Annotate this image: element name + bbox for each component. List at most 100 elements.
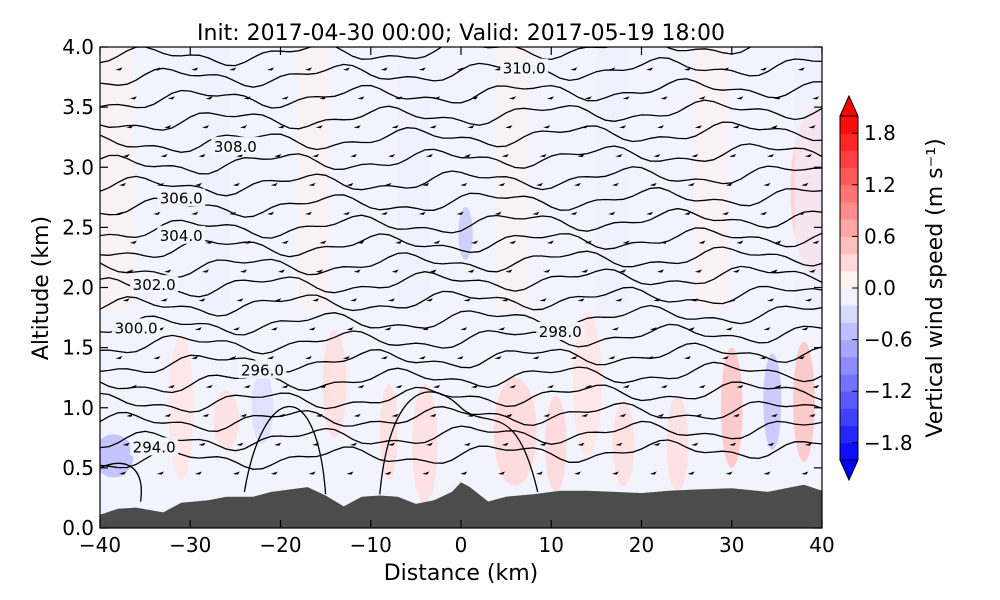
wind-arrow [577,298,585,302]
terrain-mask [100,482,822,528]
colorbar-segment [840,167,858,186]
x-tick-label: −10 [350,533,392,557]
wind-arrow [581,269,589,273]
wind-arrow [191,355,199,360]
wind-arrow [460,327,468,331]
contour-label: 310.0 [503,60,546,78]
wind-cell [379,383,398,480]
wind-arrow [463,442,471,446]
wind-arrow [126,269,134,273]
wind-arrow [194,182,202,186]
wind-arrow [573,182,581,186]
wind-arrow [346,182,354,186]
isentrope-line [100,265,822,298]
colorbar-segment [840,116,858,134]
isentrope-line [100,304,822,336]
y-tick-label: 1.0 [62,396,94,420]
wind-arrow [395,96,403,100]
wind-arrow [801,327,809,331]
wind-arrow [622,384,630,389]
wind-arrow [694,125,702,129]
wind-arrow [767,442,775,446]
contour-label-bg [157,188,206,207]
contour-label-bg [130,437,179,456]
wind-arrow [456,67,464,71]
wind-arrow [342,211,350,215]
wind-arrow [801,182,809,186]
wind-cell [572,311,602,456]
wind-arrow [115,211,123,215]
wind-arrow [229,355,237,360]
wind-arrow [122,442,130,446]
isentrope-line [100,420,822,452]
wind-arrow [570,67,578,71]
isentrope-line [100,323,822,355]
wind-arrow [570,355,578,360]
wind-arrow [239,413,247,417]
wind-arrow [608,211,616,215]
wind-arrow [653,298,661,302]
wind-arrow [656,125,664,129]
wind-arrow [539,442,547,446]
wind-arrow [270,471,278,475]
isentrope-loop [379,391,539,495]
wind-band [298,47,331,312]
wind-arrow [243,384,251,389]
wind-arrow [304,355,312,360]
colorbar-segment [840,288,858,306]
wind-band [100,47,132,312]
y-tick-label: 0.0 [62,516,94,540]
wind-arrow [581,413,589,417]
wind-cell [493,377,537,486]
colorbar-extend-max [839,94,859,117]
wind-arrow [759,67,767,71]
contour-label: 296.0 [241,361,284,379]
wind-arrow [660,240,668,244]
wind-arrow [736,384,744,389]
wind-arrow [308,327,316,331]
wind-arrow [759,355,767,360]
wind-arrow [115,355,123,360]
y-tick-label: 0.5 [62,456,94,480]
isentrope-line [100,400,822,432]
contour-label-bg [112,318,161,337]
wind-arrow [729,442,737,446]
wind-arrow [274,442,282,446]
wind-arrow [646,211,654,215]
wind-arrow [191,211,199,215]
potential-temperature-contours [100,47,822,502]
wind-arrow [129,240,137,244]
wind-arrow [281,384,289,389]
wind-band [497,47,529,312]
wind-arrow [119,182,127,186]
colorbar-segment [840,322,858,341]
wind-arrow [346,471,354,475]
isentrope-line [100,121,822,153]
isentrope-line [100,361,822,394]
wind-arrow [122,298,130,302]
wind-arrow [691,153,699,158]
wind-arrow [346,327,354,331]
wind-arrow [721,211,729,215]
wind-arrow [353,269,361,273]
wind-arrow [433,240,441,244]
wind-arrow [660,384,668,389]
contour-label: 298.0 [539,323,582,341]
wind-arrow [622,96,630,100]
wind-arrow [422,327,430,331]
vertical-wind-field [100,47,822,504]
isentrope-line [100,165,822,197]
wind-arrow [384,182,392,186]
isentrope-line [100,99,822,131]
isentrope-line [100,78,822,109]
wind-arrow [456,355,464,360]
contour-label-bg [157,225,206,244]
isentrope-loop [243,405,327,495]
y-tick-label: 2.0 [62,276,94,300]
isentrope-line [100,246,822,278]
wind-arrow [691,442,699,446]
wind-arrow [546,384,554,389]
wind-cell [612,401,635,486]
colorbar-segment [840,150,858,169]
colorbar-segment [840,184,858,203]
